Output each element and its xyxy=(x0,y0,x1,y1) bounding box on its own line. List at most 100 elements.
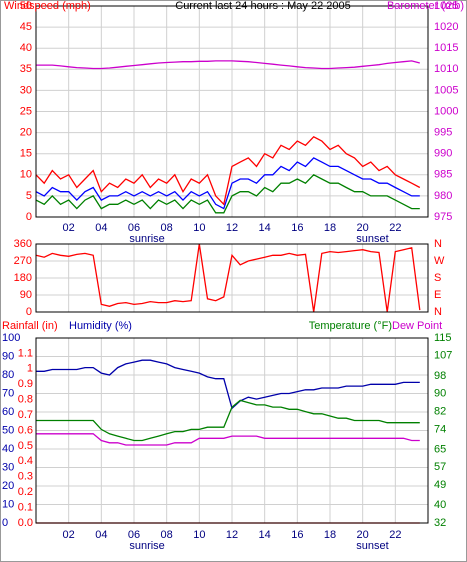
y-tick-label: 20 xyxy=(2,480,14,492)
data-line xyxy=(35,174,420,214)
y3-tick-label: 1 xyxy=(27,363,33,375)
x-tick-label: 22 xyxy=(389,529,401,541)
x-tick-label: 22 xyxy=(389,222,401,234)
y2-tick-label: 40 xyxy=(434,499,446,511)
y-tick-label: 180 xyxy=(14,272,32,284)
y2-tick-label: E xyxy=(434,289,441,301)
y3-tick-label: 0.1 xyxy=(18,501,33,513)
y2-tick-label: 82 xyxy=(434,405,446,417)
annotation: sunrise xyxy=(129,233,164,245)
y-tick-label: 30 xyxy=(2,461,14,473)
y-tick-label: 30 xyxy=(20,84,32,96)
y2-tick-label: 1005 xyxy=(434,84,458,96)
y2-tick-label: 980 xyxy=(434,190,452,202)
x-tick-label: 10 xyxy=(193,529,205,541)
y-tick-label: 40 xyxy=(20,42,32,54)
x-tick-label: 20 xyxy=(357,529,369,541)
plot-border xyxy=(35,243,429,313)
y2-tick-label: 1000 xyxy=(434,105,458,117)
x-tick-label: 06 xyxy=(128,529,140,541)
y-tick-label: 100 xyxy=(2,332,20,344)
plot-border xyxy=(35,5,429,218)
y3-tick-label: 0.8 xyxy=(18,394,33,406)
y-tick-label: 0 xyxy=(26,211,32,223)
legend-label: Dew Point xyxy=(392,320,442,332)
x-tick-label: 04 xyxy=(95,529,107,541)
y-tick-label: 50 xyxy=(20,0,32,12)
x-tick-label: 20 xyxy=(357,222,369,234)
y-tick-label: 0 xyxy=(2,517,8,529)
data-line xyxy=(36,60,420,70)
plot-border xyxy=(35,337,429,524)
x-tick-label: 10 xyxy=(193,222,205,234)
y3-tick-label: 1.1 xyxy=(18,347,33,359)
y2-tick-label: N xyxy=(434,238,442,250)
y-tick-label: 20 xyxy=(20,127,32,139)
y3-tick-label: 0.4 xyxy=(18,455,33,467)
y-tick-label: 35 xyxy=(20,63,32,75)
data-line xyxy=(35,243,421,313)
y-tick-label: 360 xyxy=(14,238,32,250)
y2-tick-label: 57 xyxy=(434,461,446,473)
y-tick-label: 45 xyxy=(20,21,32,33)
x-tick-label: 08 xyxy=(161,222,173,234)
x-tick-label: 08 xyxy=(161,529,173,541)
y-axis-title: Humidity (%) xyxy=(69,320,132,332)
y-tick-label: 40 xyxy=(2,443,14,455)
y2-tick-label: 1010 xyxy=(434,63,458,75)
y2-tick-label: 98 xyxy=(434,370,446,382)
y-tick-label: 25 xyxy=(20,105,32,117)
y3-tick-label: 0.2 xyxy=(18,486,33,498)
y-tick-label: 10 xyxy=(2,498,14,510)
x-tick-label: 12 xyxy=(226,222,238,234)
y3-tick-label: 0.3 xyxy=(18,471,33,483)
y2-axis-title: Temperature (°F) xyxy=(309,320,392,332)
y2-tick-label: 107 xyxy=(434,350,452,362)
annotation: sunset xyxy=(356,540,388,552)
y-tick-label: 90 xyxy=(2,350,14,362)
y-tick-label: 70 xyxy=(2,387,14,399)
y3-tick-label: 0.0 xyxy=(18,517,33,529)
x-tick-label: 02 xyxy=(63,222,75,234)
annotation: sunset xyxy=(356,233,388,245)
y-tick-label: 10 xyxy=(20,169,32,181)
data-line xyxy=(35,135,421,206)
annotation: sunrise xyxy=(129,540,164,552)
y2-tick-label: 32 xyxy=(434,517,446,529)
data-line xyxy=(36,399,420,442)
y2-tick-label: S xyxy=(434,272,441,284)
y-tick-label: 60 xyxy=(2,406,14,418)
y2-tick-label: 985 xyxy=(434,169,452,181)
y3-tick-label: 0.6 xyxy=(18,424,33,436)
x-tick-label: 12 xyxy=(226,529,238,541)
data-line xyxy=(36,359,420,410)
y2-tick-label: 975 xyxy=(434,211,452,223)
y2-tick-label: N xyxy=(434,306,442,318)
x-tick-label: 14 xyxy=(259,222,271,234)
x-tick-label: 04 xyxy=(95,222,107,234)
y2-tick-label: 995 xyxy=(434,127,452,139)
y2-tick-label: 990 xyxy=(434,148,452,160)
y3-tick-label: 0.5 xyxy=(18,440,33,452)
y-tick-label: 50 xyxy=(2,424,14,436)
y2-tick-label: 115 xyxy=(434,332,452,344)
y2-tick-label: 65 xyxy=(434,443,446,455)
x-tick-label: 16 xyxy=(291,529,303,541)
y-tick-label: 5 xyxy=(26,190,32,202)
y-tick-label: 270 xyxy=(14,255,32,267)
y2-tick-label: W xyxy=(434,255,445,267)
y-tick-label: 80 xyxy=(2,369,14,381)
y2-tick-label: 1025 xyxy=(434,0,458,12)
data-line xyxy=(35,157,420,210)
x-tick-label: 02 xyxy=(63,529,75,541)
y-tick-label: 15 xyxy=(20,148,32,160)
y-axis-title: Windspeed (mph) xyxy=(4,0,91,12)
y3-axis-title: Rainfall (in) xyxy=(2,320,58,332)
x-tick-label: 06 xyxy=(128,222,140,234)
y-tick-label: 0 xyxy=(26,306,32,318)
x-tick-label: 16 xyxy=(291,222,303,234)
chart-title: Current last 24 hours : May 22 2005 xyxy=(175,0,350,12)
y2-tick-label: 74 xyxy=(434,423,446,435)
y2-tick-label: 1015 xyxy=(434,42,458,54)
